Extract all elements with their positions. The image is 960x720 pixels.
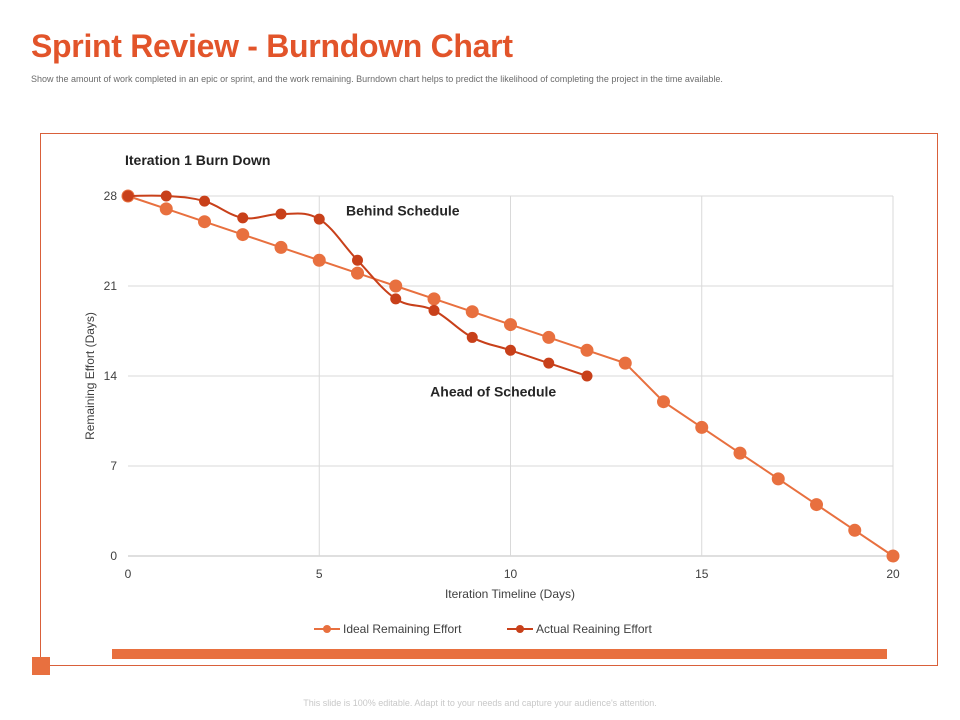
data-point — [275, 208, 287, 220]
chart-title: Iteration 1 Burn Down — [125, 152, 270, 168]
x-tick-label: 15 — [695, 567, 709, 581]
data-point — [122, 190, 134, 202]
data-point — [427, 292, 441, 306]
slide-title: Sprint Review - Burndown Chart — [31, 28, 513, 64]
y-tick-label: 28 — [104, 189, 118, 203]
legend-label: Actual Reaining Effort — [536, 622, 653, 636]
data-point — [581, 370, 593, 382]
series-ideal — [121, 189, 900, 563]
legend-marker — [516, 625, 524, 633]
data-point — [695, 420, 709, 434]
data-point — [199, 195, 210, 207]
y-tick-label: 7 — [110, 459, 117, 473]
data-point — [198, 215, 211, 229]
data-point — [657, 395, 670, 409]
chart-frame — [40, 133, 938, 666]
axis-ticks: 0 7 14 21 28 0 5 10 15 20 — [104, 189, 900, 581]
chart-annotation: Ahead of Schedule — [430, 384, 556, 400]
x-tick-label: 0 — [125, 567, 132, 581]
data-point — [390, 293, 402, 305]
series-actual — [122, 190, 593, 382]
legend-item: Actual Reaining Effort — [507, 622, 653, 636]
legend-item: Ideal Remaining Effort — [314, 622, 462, 636]
data-point — [352, 254, 363, 266]
data-point — [236, 228, 250, 242]
data-point — [886, 549, 900, 563]
data-point — [465, 305, 479, 319]
data-point — [466, 331, 478, 343]
data-point — [313, 213, 325, 225]
data-point — [771, 472, 785, 486]
data-point — [542, 330, 556, 344]
corner-decoration — [32, 657, 50, 675]
data-point — [312, 253, 326, 267]
data-point — [351, 266, 364, 280]
x-axis-label: Iteration Timeline (Days) — [445, 587, 575, 601]
annotation-layer: Behind Schedule Ahead of Schedule — [346, 202, 556, 399]
data-point — [274, 240, 288, 254]
data-point — [733, 446, 747, 460]
data-point — [160, 190, 172, 202]
chart-annotation: Behind Schedule — [346, 202, 460, 218]
series-layer — [121, 189, 900, 563]
data-point — [618, 356, 632, 370]
y-tick-label: 14 — [104, 369, 118, 383]
legend-label: Ideal Remaining Effort — [343, 622, 462, 636]
data-point — [810, 498, 823, 512]
data-point — [543, 357, 555, 369]
data-point — [389, 279, 403, 293]
chart-legend: Ideal Remaining Effort Actual Reaining Ef… — [314, 622, 653, 636]
y-tick-label: 0 — [110, 549, 117, 563]
x-tick-label: 10 — [504, 567, 518, 581]
y-axis-label: Remaining Effort (Days) — [83, 312, 97, 440]
slide-subtitle: Show the amount of work completed in an … — [31, 74, 723, 84]
slide-footer: This slide is 100% editable. Adapt it to… — [303, 698, 657, 708]
legend-marker — [323, 625, 331, 633]
data-point — [428, 304, 440, 316]
data-point — [848, 523, 862, 537]
data-point — [580, 343, 594, 357]
y-tick-label: 21 — [104, 279, 118, 293]
data-point — [504, 318, 517, 332]
data-point — [237, 212, 249, 224]
data-point — [159, 202, 173, 216]
data-point — [505, 344, 516, 356]
chart-grid — [128, 195, 894, 557]
x-tick-label: 5 — [316, 567, 323, 581]
x-tick-label: 20 — [886, 567, 900, 581]
accent-bar — [112, 649, 887, 659]
